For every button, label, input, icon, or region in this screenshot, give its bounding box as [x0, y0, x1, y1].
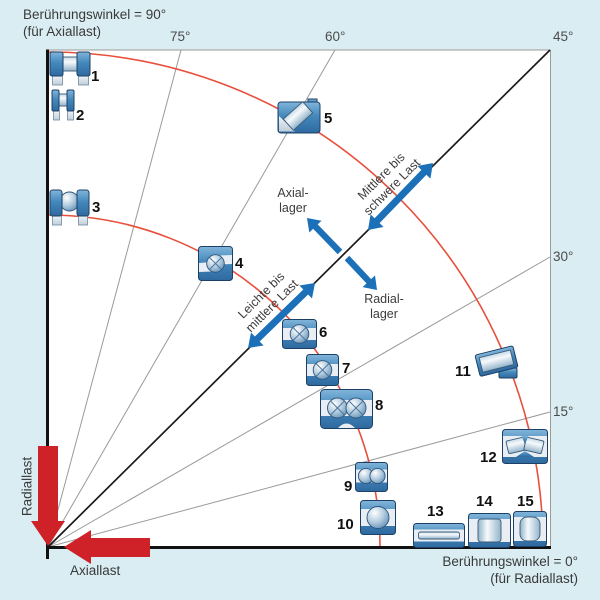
angle-label-45: 45°	[553, 29, 574, 44]
title-0deg: Berührungswinkel = 0° (für Radiallast)	[442, 553, 578, 587]
axial-zone-line1: Axial-	[277, 186, 309, 200]
bearing-icon-deep-groove-ball	[360, 500, 396, 535]
radial-bearing-arrow-icon	[344, 255, 377, 290]
title-0deg-line2: (für Radiallast)	[490, 571, 578, 586]
light-load-double-arrow-icon	[248, 283, 315, 348]
axial-load-label: Axiallast	[70, 563, 121, 578]
grid-line-75deg	[47, 49, 182, 548]
bearing-number: 15	[517, 493, 534, 510]
bearing-icon-needle-roller	[413, 523, 465, 548]
bearing-icon-cylindrical-roller-thrust-small	[51, 89, 75, 122]
bearing-number: 6	[319, 324, 328, 341]
heavy-load-double-arrow-icon	[368, 163, 433, 230]
grid-line-15deg	[47, 411, 551, 548]
angle-label-30: 30°	[553, 249, 574, 264]
axial-load-arrow-icon	[64, 530, 150, 564]
bearing-icon-angular-contact-ball	[282, 319, 317, 349]
bearing-icon-cylindrical-roller	[468, 513, 511, 548]
axial-bearing-arrow-icon	[307, 218, 343, 255]
title-90deg-line2: (für Axiallast)	[23, 24, 102, 39]
grid-line-30deg	[47, 256, 551, 548]
angle-label-75: 75°	[170, 29, 191, 44]
bearing-number: 4	[235, 255, 244, 272]
bearing-icon-double-row-ball	[355, 462, 388, 492]
bearing-icon-spherical-roller	[502, 429, 548, 464]
bearing-icon-tapered-roller	[474, 345, 519, 380]
bearing-icon-cylindrical-roller-thrust	[49, 51, 91, 86]
radial-bearing-zone-label: Radial- lager	[352, 292, 416, 322]
bearing-number: 14	[476, 493, 493, 510]
bearing-icon-angular-contact-ball-high-angle	[198, 246, 233, 281]
bearing-number: 8	[375, 397, 384, 414]
bearing-number: 13	[427, 503, 444, 520]
bearing-icon-toroidal-roller	[513, 511, 547, 547]
angle-label-60: 60°	[325, 29, 346, 44]
radial-load-arrow-icon	[31, 446, 65, 546]
bearing-number: 7	[342, 360, 351, 377]
bearing-number: 11	[455, 363, 471, 380]
title-90deg: Berührungswinkel = 90° (für Axiallast)	[23, 6, 166, 40]
axial-bearing-zone-label: Axial- lager	[263, 186, 323, 216]
axial-zone-line2: lager	[279, 201, 307, 215]
bearing-number: 9	[344, 478, 353, 495]
bearing-number: 12	[480, 449, 497, 466]
radial-load-label: Radiallast	[19, 456, 35, 517]
title-0deg-line1: Berührungswinkel = 0°	[442, 554, 578, 569]
radial-zone-line1: Radial-	[364, 292, 404, 306]
title-90deg-line1: Berührungswinkel = 90°	[23, 7, 167, 22]
bearing-icon-thrust-ball	[49, 189, 90, 226]
bearing-icon-tapered-roller-thrust	[276, 95, 322, 135]
bearing-number: 5	[324, 110, 333, 127]
angle-label-15: 15°	[553, 404, 574, 419]
bearing-icon-angular-contact-ball	[306, 354, 339, 386]
bearing-number: 1	[91, 68, 100, 85]
bearing-number: 10	[337, 516, 354, 533]
bearing-icon-double-row-angular-contact-ball	[320, 389, 373, 429]
bearing-number: 2	[76, 107, 85, 124]
bearing-number: 3	[92, 199, 101, 216]
radial-zone-line2: lager	[370, 307, 398, 321]
